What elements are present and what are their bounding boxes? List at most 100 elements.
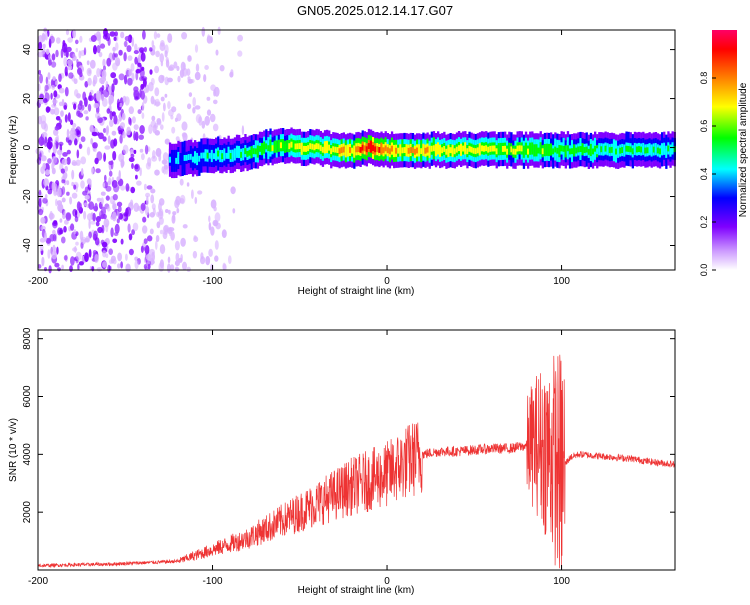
noise-blob xyxy=(102,261,108,268)
noise-blob xyxy=(213,206,217,212)
noise-blob xyxy=(61,42,68,53)
noise-blob xyxy=(54,262,60,268)
y-tick-label: 20 xyxy=(22,93,33,105)
trace-cell xyxy=(667,145,670,152)
noise-blob xyxy=(173,61,178,69)
noise-blob xyxy=(214,255,219,262)
trace-cell xyxy=(543,147,547,153)
noise-blob xyxy=(94,254,99,263)
trace-cell xyxy=(267,145,270,152)
trace-cell xyxy=(661,146,664,153)
noise-blob xyxy=(86,213,93,221)
noise-blob xyxy=(54,125,60,131)
noise-blob xyxy=(167,33,173,43)
noise-blob xyxy=(38,115,42,125)
noise-blob xyxy=(74,138,78,146)
trace-cell xyxy=(531,145,534,152)
noise-blob xyxy=(79,35,83,43)
snr-x-ticks: -200 -100 0 100 xyxy=(28,330,570,587)
noise-blob xyxy=(120,31,125,39)
noise-blob xyxy=(161,75,165,81)
noise-blob xyxy=(165,165,169,175)
noise-blob xyxy=(90,35,97,42)
trace-cell xyxy=(497,146,500,153)
trace-cell xyxy=(487,146,490,153)
trace-cell xyxy=(533,147,536,154)
x-tick-label: 0 xyxy=(384,576,390,587)
noise-blob xyxy=(206,35,213,44)
colorbar-tick-label: 0.6 xyxy=(699,120,709,133)
spectrogram-y-ticks: -40 -20 0 20 40 xyxy=(22,44,675,253)
noise-blob xyxy=(58,154,62,159)
noise-blob xyxy=(51,156,57,165)
noise-blob xyxy=(40,217,46,224)
noise-blob xyxy=(97,226,103,234)
trace-cell xyxy=(550,146,553,153)
noise-blob xyxy=(67,59,73,66)
noise-blob xyxy=(53,107,60,116)
trace-cell xyxy=(254,148,258,155)
trace-cell xyxy=(476,147,479,154)
trace-cell xyxy=(631,148,634,155)
trace-cell xyxy=(323,144,327,151)
noise-blob xyxy=(204,65,209,70)
trace-cell xyxy=(621,147,624,153)
noise-blob xyxy=(41,256,45,267)
noise-blob xyxy=(95,168,101,174)
trace-cell xyxy=(271,145,274,152)
noise-blob xyxy=(84,252,89,263)
noise-blob xyxy=(44,136,48,144)
trace-cell xyxy=(434,147,438,154)
noise-blob xyxy=(126,126,131,136)
noise-blob xyxy=(76,59,79,64)
trace-cell xyxy=(302,145,306,152)
noise-blob xyxy=(164,138,170,145)
noise-blob xyxy=(75,251,82,261)
trace-cell xyxy=(212,153,216,160)
noise-blob xyxy=(75,241,79,246)
trace-cell xyxy=(344,148,348,155)
trace-cell xyxy=(439,148,442,154)
noise-blob xyxy=(186,182,190,187)
noise-blob xyxy=(76,93,81,99)
noise-blob xyxy=(63,255,68,261)
noise-blob xyxy=(161,166,165,174)
noise-blob xyxy=(106,57,112,67)
trace-cell xyxy=(453,148,456,155)
noise-blob xyxy=(158,216,164,225)
trace-cell xyxy=(489,145,492,152)
trace-cell xyxy=(510,146,513,153)
trace-cell xyxy=(581,146,584,153)
noise-blob xyxy=(203,74,207,83)
trace-cell xyxy=(349,147,352,153)
noise-blob xyxy=(91,131,98,137)
trace-cell xyxy=(292,143,295,149)
noise-blob xyxy=(91,167,95,175)
noise-blob xyxy=(88,201,95,210)
noise-blob xyxy=(75,159,81,166)
trace-cell xyxy=(589,147,593,153)
trace-cell xyxy=(499,146,503,152)
trace-cell xyxy=(238,149,241,155)
noise-blob xyxy=(193,236,199,243)
noise-blob xyxy=(160,124,164,130)
trace-cell xyxy=(437,145,440,152)
noise-blob xyxy=(101,85,105,91)
trace-cell xyxy=(390,145,394,152)
noise-blob xyxy=(154,169,160,176)
noise-blob xyxy=(65,29,70,36)
noise-blob xyxy=(140,245,144,253)
noise-blob xyxy=(176,113,182,122)
noise-blob xyxy=(44,84,49,92)
noise-blob xyxy=(137,109,142,115)
noise-blob xyxy=(64,66,68,76)
noise-blob xyxy=(228,255,232,264)
noise-blob xyxy=(217,26,221,35)
noise-blob xyxy=(113,184,120,193)
trace-cell xyxy=(606,146,609,153)
noise-blob xyxy=(61,197,66,203)
trace-cell xyxy=(332,146,335,153)
noise-blob xyxy=(66,46,72,53)
trace-cell xyxy=(568,148,572,155)
